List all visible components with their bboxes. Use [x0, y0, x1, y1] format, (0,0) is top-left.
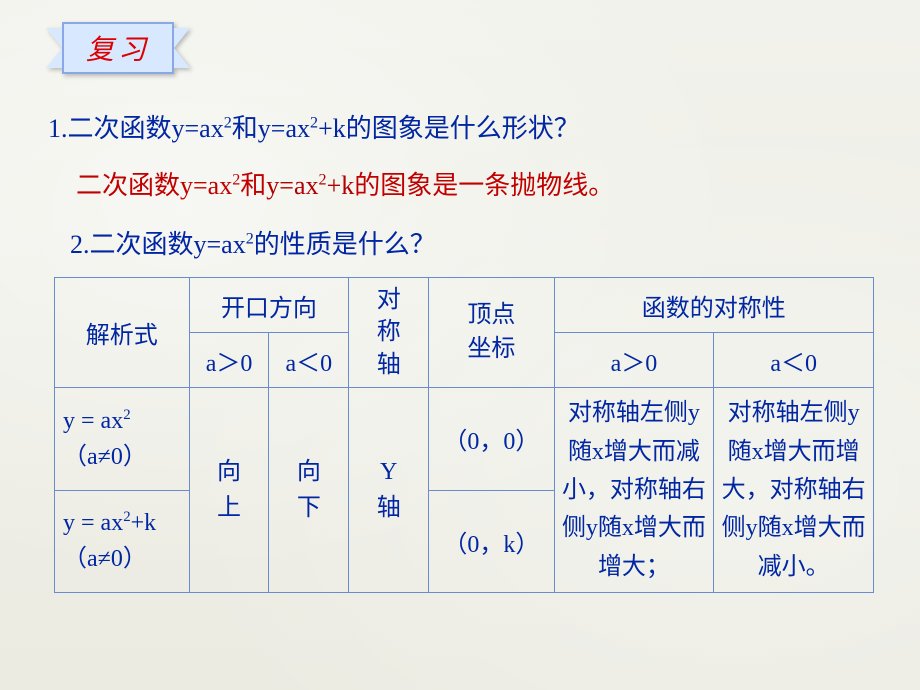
symmetry-a-gt0: 对称轴左侧y随x增大而减小，对称轴右侧y随x增大而增大；	[554, 388, 714, 593]
ribbon-tail-right	[174, 28, 190, 68]
hdr-symmetry: 函数的对称性	[554, 278, 873, 333]
hdr-axis: 对称轴	[349, 278, 429, 388]
ribbon-label: 复习	[62, 22, 174, 74]
symmetry-a-lt0: 对称轴左侧y随x增大而增大，对称轴右侧y随x增大而减小。	[714, 388, 874, 593]
properties-table: 解析式 开口方向 对称轴 顶点坐标 函数的对称性 a＞0 a＜0 a＞0 a＜0…	[54, 277, 874, 593]
ribbon-tail-left	[46, 28, 62, 68]
vertex-1: （0，0）	[429, 388, 554, 490]
answer-1: 二次函数y=ax2和y=ax2+k的图象是一条抛物线。	[76, 165, 880, 202]
hdr-open: 开口方向	[189, 278, 349, 333]
hdr-vertex: 顶点坐标	[429, 278, 554, 388]
hdr-expr: 解析式	[55, 278, 190, 388]
vertex-2: （0，k）	[429, 490, 554, 592]
open-down: 向下	[269, 388, 349, 593]
content-area: 1.二次函数y=ax2和y=ax2+k的图象是什么形状？ 二次函数y=ax2和y…	[48, 108, 880, 593]
hdr-a-lt0-sym: a＜0	[714, 333, 874, 388]
hdr-a-lt0-open: a＜0	[269, 333, 349, 388]
section-ribbon: 复习	[46, 22, 190, 74]
open-up: 向上	[189, 388, 269, 593]
question-2: 2.二次函数y=ax2的性质是什么？	[70, 224, 880, 261]
expr-row-2: y = ax2+k（a≠0）	[55, 490, 190, 592]
expr-row-1: y = ax2（a≠0）	[55, 388, 190, 490]
hdr-a-gt0-open: a＞0	[189, 333, 269, 388]
axis-y: Y轴	[349, 388, 429, 593]
question-1: 1.二次函数y=ax2和y=ax2+k的图象是什么形状？	[48, 108, 880, 145]
hdr-a-gt0-sym: a＞0	[554, 333, 714, 388]
